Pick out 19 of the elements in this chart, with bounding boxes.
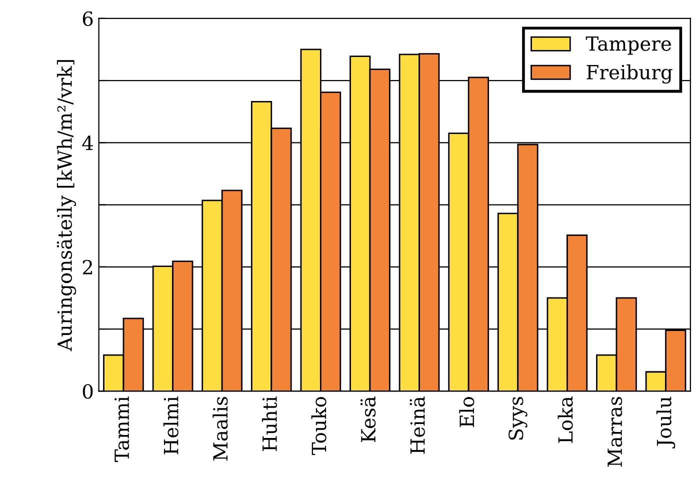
x-tick-label: Joulu: [656, 396, 676, 448]
x-tick-label: Heinä: [410, 396, 425, 454]
legend-label: Freiburg: [586, 64, 672, 84]
x-tick-label: Loka: [558, 396, 573, 443]
x-tick-label: Huhti: [262, 396, 278, 451]
y-tick-label: 4: [82, 136, 93, 150]
y-axis-title: Auringonsäteily [kWh/m²/vrk]: [56, 60, 76, 352]
x-tick-label: Marras: [608, 396, 622, 467]
x-tick-label: Maalis: [212, 397, 228, 461]
y-tick-label: 0: [82, 384, 93, 399]
y-tick-label: 6: [82, 11, 93, 26]
x-tick-label: Touko: [311, 396, 326, 455]
x-tick-label: Syys: [508, 397, 528, 440]
x-tick-label: Elo: [459, 396, 474, 428]
x-tick-label: Tammi: [114, 396, 130, 462]
legend-label: Tampere: [586, 36, 671, 55]
x-tick-label: Kesä: [360, 396, 376, 442]
y-tick-label: 2: [82, 260, 92, 274]
x-tick-label: Helmi: [163, 396, 178, 454]
